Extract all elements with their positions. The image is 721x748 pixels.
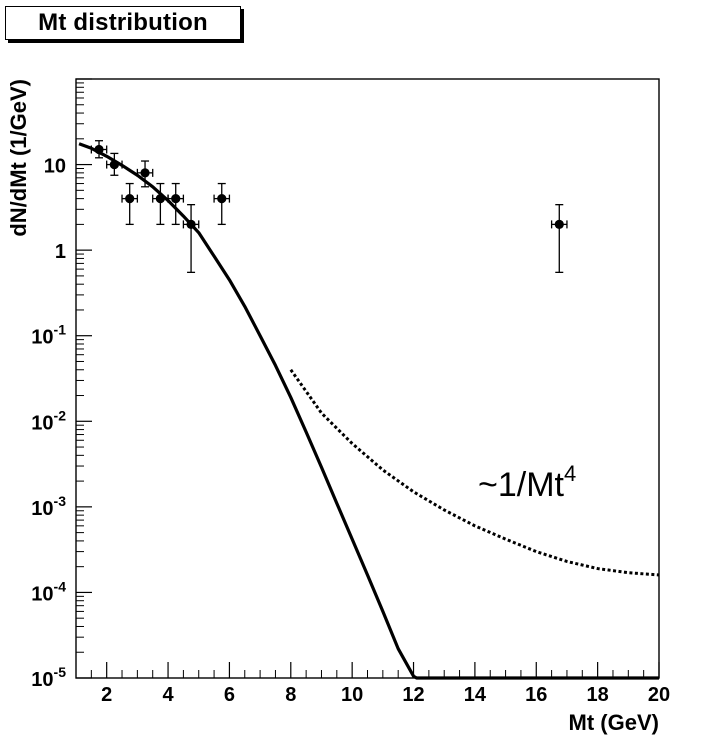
marker bbox=[186, 219, 196, 229]
y-tick-label: 10 bbox=[44, 156, 66, 178]
powerlaw-annotation: ~1/Mt4 bbox=[478, 461, 576, 504]
y-tick-label: 1 bbox=[55, 241, 66, 263]
data-point bbox=[121, 182, 139, 226]
chart-title: Mt distribution bbox=[5, 6, 241, 40]
marker bbox=[125, 194, 135, 204]
marker bbox=[554, 219, 564, 229]
plot-frame bbox=[75, 78, 660, 679]
data-point bbox=[550, 204, 568, 274]
marker bbox=[109, 159, 119, 170]
data-point bbox=[182, 204, 200, 274]
y-axis-title: dN/dMt (1/GeV) bbox=[6, 79, 31, 237]
markers bbox=[90, 140, 568, 274]
x-tick-label: 8 bbox=[285, 684, 296, 706]
x-tick-label: 4 bbox=[162, 684, 174, 706]
curves bbox=[78, 142, 660, 680]
x-tick-label: 18 bbox=[587, 684, 609, 706]
data-point bbox=[213, 182, 231, 226]
x-tick-label: 20 bbox=[648, 684, 670, 706]
marker bbox=[140, 168, 150, 178]
y-tick-label: 10-2 bbox=[31, 407, 66, 434]
x-tick-marks bbox=[106, 662, 660, 678]
y-tick-labels: 10 1 10-1 10-2 10-3 10-4 10-5 bbox=[31, 156, 66, 691]
data-point bbox=[136, 160, 154, 188]
marker bbox=[217, 194, 227, 204]
minor-ticks bbox=[75, 82, 645, 678]
x-tick-labels: 2 4 6 8 10 12 14 16 18 20 bbox=[101, 684, 670, 706]
x-axis-title: Mt (GeV) bbox=[569, 710, 659, 735]
x-tick-label: 2 bbox=[101, 684, 112, 706]
y-tick-label: 10-4 bbox=[31, 578, 66, 605]
data-point bbox=[90, 140, 108, 159]
x-tick-label: 14 bbox=[464, 684, 487, 706]
marker bbox=[171, 194, 181, 204]
data-point bbox=[167, 182, 185, 226]
x-tick-label: 10 bbox=[341, 684, 363, 706]
data-point bbox=[106, 152, 123, 176]
x-tick-label: 6 bbox=[224, 684, 235, 706]
x-tick-label: 12 bbox=[402, 684, 424, 706]
y-tick-label: 10-3 bbox=[31, 493, 66, 520]
x-tick-label: 16 bbox=[525, 684, 547, 706]
marker bbox=[155, 194, 165, 204]
y-tick-marks bbox=[76, 78, 92, 679]
powerlaw-dotted-curve bbox=[289, 368, 660, 577]
y-tick-label: 10-1 bbox=[31, 322, 66, 349]
marker bbox=[94, 144, 104, 155]
y-tick-label: 10-5 bbox=[31, 664, 66, 691]
fit-solid-curve bbox=[78, 142, 659, 680]
